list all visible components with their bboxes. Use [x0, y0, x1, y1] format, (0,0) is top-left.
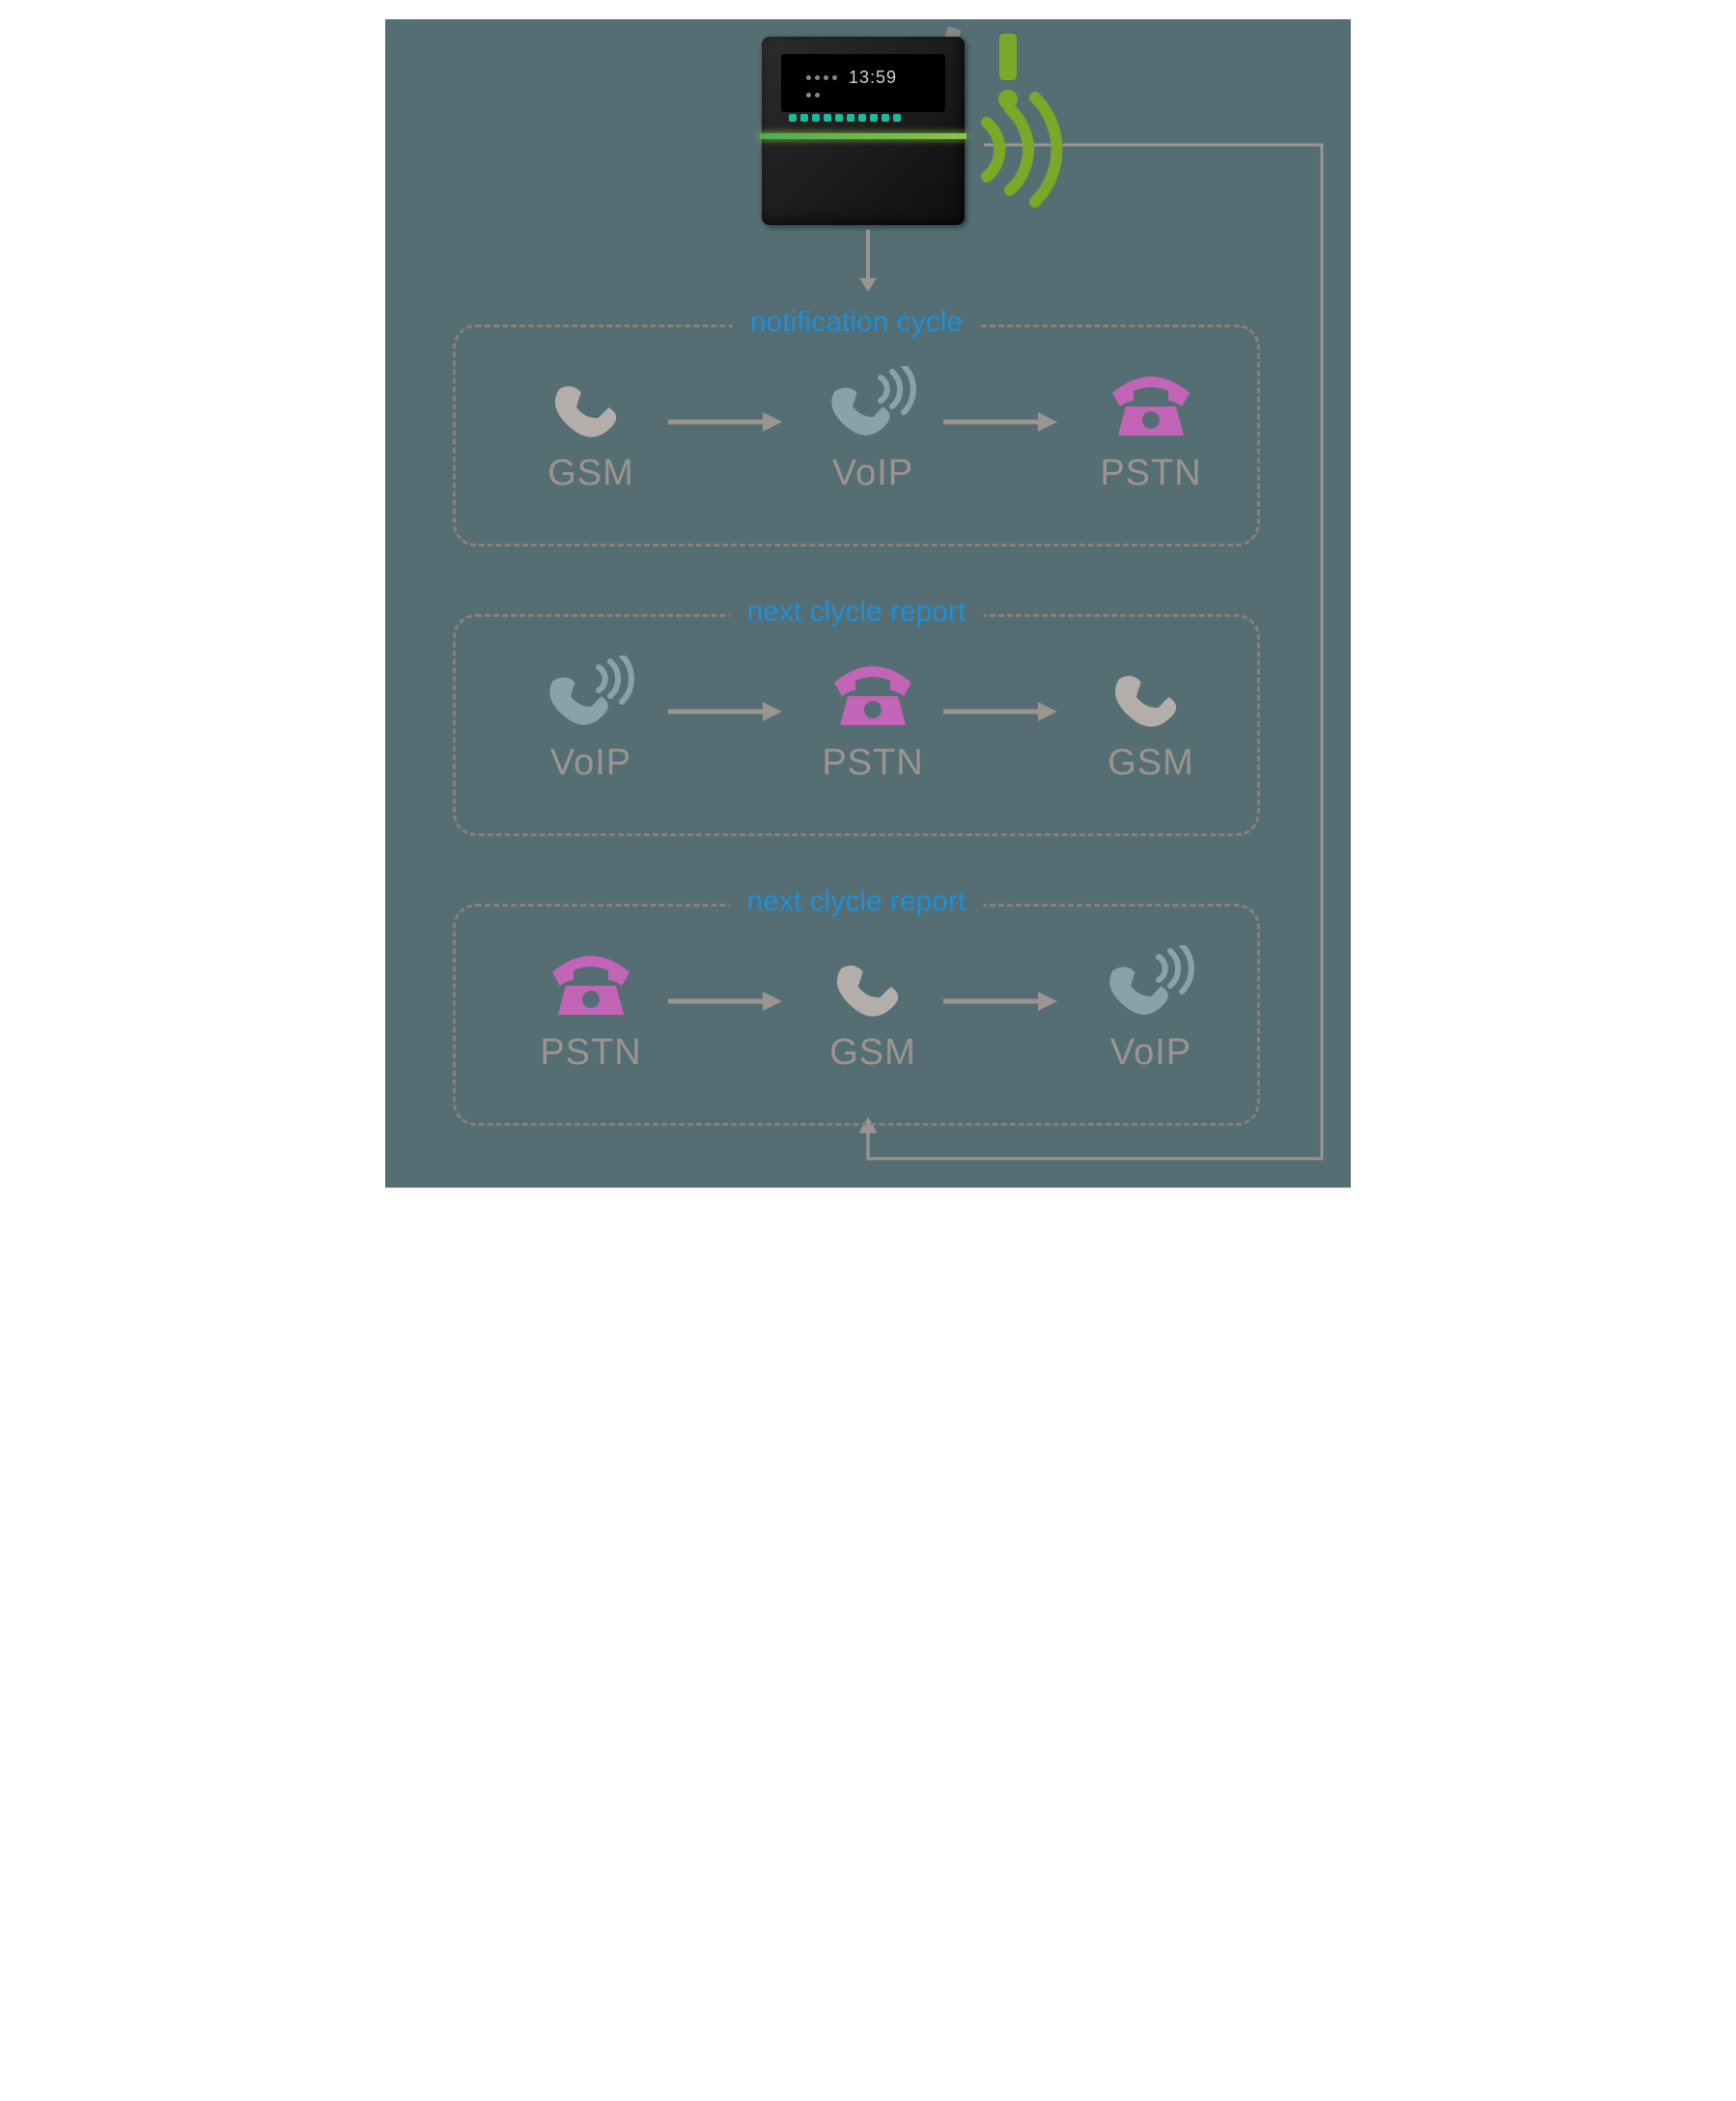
cycle-box-1: notification cycle GSM VoIP — [453, 324, 1260, 546]
cycle2-item-pstn: PSTN — [796, 656, 950, 784]
diagram-canvas: 13:59 notification — [385, 19, 1351, 1188]
device-time-label: 13:59 — [849, 68, 897, 88]
cycle1-item-voip: VoIP — [796, 366, 950, 494]
cycle-box-2: next clycle report VoIP — [453, 614, 1260, 836]
cycle1-item-pstn: PSTN — [1074, 366, 1228, 494]
cycle2-label-pstn: PSTN — [796, 742, 950, 784]
phone-desk-icon — [543, 945, 639, 1024]
cycle-title-2: next clycle report — [730, 596, 984, 629]
cycle-title-1: notification cycle — [733, 306, 980, 339]
flow-arrow-icon — [668, 984, 784, 1019]
device-screen: 13:59 — [781, 54, 945, 112]
cycle1-item-gsm: GSM — [514, 366, 668, 494]
phone-handset-icon — [1103, 656, 1199, 735]
cycle2-label-gsm: GSM — [1074, 742, 1228, 784]
cycle3-item-voip: VoIP — [1074, 945, 1228, 1074]
cycle-box-3: next clycle report PSTN GSM — [453, 904, 1260, 1126]
cycle3-item-gsm: GSM — [796, 945, 950, 1074]
flow-arrow-icon — [668, 694, 784, 729]
cycle3-label-pstn: PSTN — [514, 1032, 668, 1074]
flow-arrow-icon — [668, 405, 784, 439]
phone-voip-icon — [825, 366, 921, 445]
phone-handset-icon — [825, 945, 921, 1024]
cycle2-label-voip: VoIP — [514, 742, 668, 784]
signal-waves-icon — [960, 92, 1076, 208]
cycle3-label-gsm: GSM — [796, 1032, 950, 1074]
cycle2-item-gsm: GSM — [1074, 656, 1228, 784]
flow-arrow-icon — [943, 405, 1059, 439]
phone-desk-icon — [1103, 366, 1199, 445]
phone-voip-icon — [1103, 945, 1199, 1024]
cycle3-item-pstn: PSTN — [514, 945, 668, 1074]
device-leds-icon — [789, 114, 943, 124]
phone-desk-icon — [825, 656, 921, 735]
device-status-dots-icon — [804, 70, 843, 104]
cycle-title-3: next clycle report — [730, 885, 984, 918]
cycle2-item-voip: VoIP — [514, 656, 668, 784]
cycle1-label-voip: VoIP — [796, 453, 950, 494]
cycle3-label-voip: VoIP — [1074, 1032, 1228, 1074]
device-body: 13:59 — [762, 37, 965, 225]
cycle1-label-pstn: PSTN — [1074, 453, 1228, 494]
phone-handset-icon — [543, 366, 639, 445]
flow-arrow-icon — [943, 984, 1059, 1019]
cycle1-label-gsm: GSM — [514, 453, 668, 494]
device-light-band-icon — [760, 133, 966, 139]
alarm-device: 13:59 — [762, 37, 965, 230]
flow-arrow-icon — [943, 694, 1059, 729]
arrow-down-icon — [857, 230, 879, 294]
phone-voip-icon — [543, 656, 639, 735]
